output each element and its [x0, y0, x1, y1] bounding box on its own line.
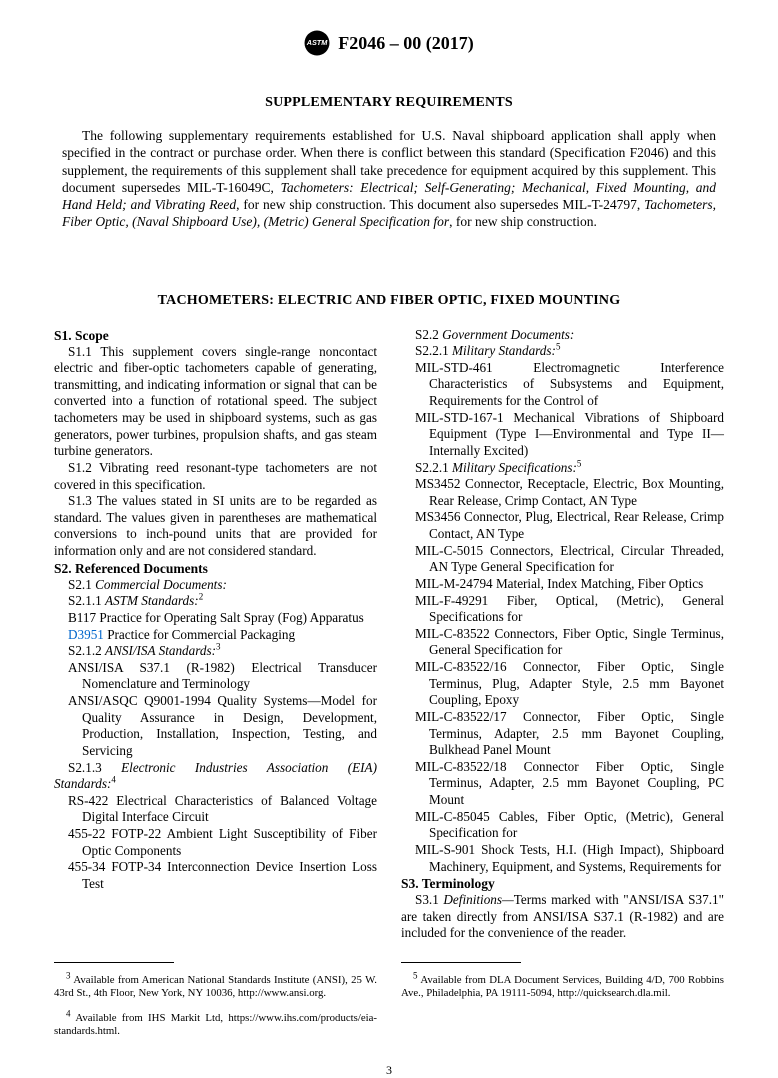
- s2-heading: S2. Referenced Documents: [54, 560, 377, 577]
- s2-1-text: Commercial Documents:: [95, 577, 227, 592]
- ref-mil-c-83522: MIL-C-83522 Connectors, Fiber Optic, Sin…: [401, 626, 724, 659]
- s2-2-label: S2.2: [415, 327, 442, 342]
- footnote-block-left: 3 Available from American National Stand…: [54, 962, 377, 1039]
- ref-mil-std-461: MIL-STD-461 Electromagnetic Interference…: [401, 360, 724, 410]
- footnote-ref-3: 3: [216, 642, 221, 652]
- ref-mil-s-901: MIL-S-901 Shock Tests, H.I. (High Impact…: [401, 842, 724, 875]
- s2-2-1a: S2.2.1 Military Standards:5: [401, 343, 724, 360]
- s3-1: S3.1 Definitions—Terms marked with "ANSI…: [401, 892, 724, 942]
- svg-text:ASTM: ASTM: [306, 38, 329, 47]
- s2-1-label: S2.1: [68, 577, 95, 592]
- intro-text-3: , for new ship construction.: [449, 214, 597, 229]
- s2-1-3: S2.1.3 Electronic Industries Association…: [54, 760, 377, 793]
- s2-1-2: S2.1.2 ANSI/ISA Standards:3: [54, 643, 377, 660]
- s2-2: S2.2 Government Documents:: [401, 327, 724, 344]
- body-columns: S1. Scope S1.1 This supplement covers si…: [54, 327, 724, 943]
- ref-mil-f-49291: MIL-F-49291 Fiber, Optical, (Metric), Ge…: [401, 593, 724, 626]
- ref-mil-c-83522-16: MIL-C-83522/16 Connector, Fiber Optic, S…: [401, 659, 724, 709]
- footnote-rule-right: [401, 962, 521, 963]
- ref-rs422: RS-422 Electrical Characteristics of Bal…: [54, 793, 377, 826]
- footnote-ref-5a: 5: [556, 342, 561, 352]
- s2-1: S2.1 Commercial Documents:: [54, 577, 377, 594]
- footnote-3: 3 Available from American National Stand…: [54, 974, 377, 1001]
- supplementary-title: SUPPLEMENTARY REQUIREMENTS: [54, 95, 724, 111]
- footnote-3-text: Available from American National Standar…: [54, 974, 377, 999]
- footnote-ref-2: 2: [199, 592, 204, 602]
- ref-mil-m-24794: MIL-M-24794 Material, Index Matching, Fi…: [401, 576, 724, 593]
- s2-2-1a-label: S2.2.1: [415, 343, 452, 358]
- designation-block: ASTM F2046 – 00 (2017): [304, 30, 473, 56]
- s1-3: S1.3 The values stated in SI units are t…: [54, 493, 377, 560]
- s2-2-1b: S2.2.1 Military Specifications:5: [401, 460, 724, 477]
- astm-logo-icon: ASTM: [304, 30, 330, 56]
- s3-1-defterm: Definitions—: [443, 892, 513, 907]
- footnote-4-text: Available from IHS Markit Ltd, https://w…: [54, 1012, 377, 1037]
- ref-ansi-s37: ANSI/ISA S37.1 (R-1982) Electrical Trans…: [54, 660, 377, 693]
- ref-ms3456: MS3456 Connector, Plug, Electrical, Rear…: [401, 509, 724, 542]
- footnotes: 3 Available from American National Stand…: [54, 962, 724, 1049]
- s2-1-1-text: ASTM Standards:: [105, 593, 199, 608]
- ref-mil-c-5015: MIL-C-5015 Connectors, Electrical, Circu…: [401, 543, 724, 576]
- intro-text-2: , for new ship construction. This docume…: [236, 197, 644, 212]
- page-number: 3: [54, 1063, 724, 1078]
- tachometers-title: TACHOMETERS: ELECTRIC AND FIBER OPTIC, F…: [54, 293, 724, 309]
- s2-1-1-label: S2.1.1: [68, 593, 105, 608]
- footnote-5: 5 Available from DLA Document Services, …: [401, 974, 724, 1001]
- ref-b117: B117 Practice for Operating Salt Spray (…: [54, 610, 377, 627]
- ref-fotp34: 455-34 FOTP-34 Interconnection Device In…: [54, 859, 377, 892]
- s1-1: S1.1 This supplement covers single-range…: [54, 344, 377, 460]
- s2-2-1b-label: S2.2.1: [415, 460, 452, 475]
- s2-2-1a-text: Military Standards:: [452, 343, 556, 358]
- ref-ansi-q9001: ANSI/ASQC Q9001-1994 Quality Systems—Mod…: [54, 693, 377, 760]
- ref-mil-c-83522-18: MIL-C-83522/18 Connector Fiber Optic, Si…: [401, 759, 724, 809]
- d3951-rest: Practice for Commercial Packaging: [104, 627, 295, 642]
- s3-heading: S3. Terminology: [401, 875, 724, 892]
- s2-1-3-label: S2.1.3: [68, 760, 121, 775]
- s3-1-label: S3.1: [415, 892, 443, 907]
- ref-ms3452: MS3452 Connector, Receptacle, Electric, …: [401, 476, 724, 509]
- footnote-5-text: Available from DLA Document Services, Bu…: [401, 974, 724, 999]
- intro-paragraph: The following supplementary requirements…: [62, 127, 716, 231]
- s2-2-text: Government Documents:: [442, 327, 574, 342]
- footnote-block-right: 5 Available from DLA Document Services, …: [401, 962, 724, 1001]
- s2-1-2-text: ANSI/ISA Standards:: [105, 643, 216, 658]
- page-header: ASTM F2046 – 00 (2017): [54, 30, 724, 61]
- page: ASTM F2046 – 00 (2017) SUPPLEMENTARY REQ…: [0, 0, 778, 1041]
- designation-text: F2046 – 00 (2017): [338, 33, 473, 54]
- d3951-link[interactable]: D3951: [68, 627, 104, 642]
- ref-d3951: D3951 Practice for Commercial Packaging: [54, 627, 377, 644]
- ref-mil-c-85045: MIL-C-85045 Cables, Fiber Optic, (Metric…: [401, 809, 724, 842]
- s1-heading: S1. Scope: [54, 327, 377, 344]
- s2-1-1: S2.1.1 ASTM Standards:2: [54, 593, 377, 610]
- footnote-rule-left: [54, 962, 174, 963]
- footnote-4: 4 Available from IHS Markit Ltd, https:/…: [54, 1012, 377, 1039]
- s2-2-1b-text: Military Specifications:: [452, 460, 577, 475]
- ref-fotp22: 455-22 FOTP-22 Ambient Light Susceptibil…: [54, 826, 377, 859]
- s1-2: S1.2 Vibrating reed resonant-type tachom…: [54, 460, 377, 493]
- ref-mil-c-83522-17: MIL-C-83522/17 Connector, Fiber Optic, S…: [401, 709, 724, 759]
- footnote-ref-4: 4: [111, 775, 116, 785]
- footnote-ref-5b: 5: [577, 458, 582, 468]
- s2-1-2-label: S2.1.2: [68, 643, 105, 658]
- ref-mil-std-167: MIL-STD-167-1 Mechanical Vibrations of S…: [401, 410, 724, 460]
